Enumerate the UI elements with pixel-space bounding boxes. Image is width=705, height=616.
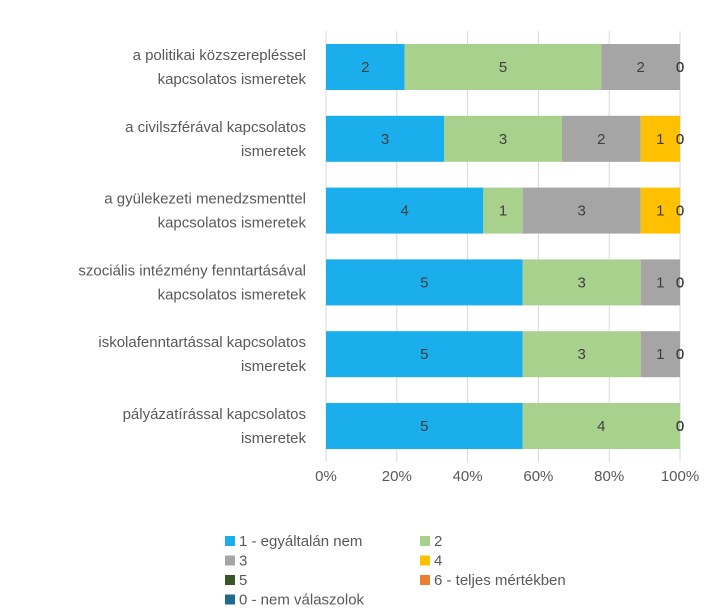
category-label: a politikai közszerepléssel (133, 47, 306, 64)
data-label: 0 (676, 59, 684, 76)
data-label: 3 (499, 131, 507, 148)
data-label: 0 (676, 131, 684, 148)
bar-segment (601, 44, 680, 90)
legend-label: 6 - teljes mértékben (434, 572, 566, 589)
category-label: szociális intézmény fenntartásával (78, 262, 306, 279)
data-label: 2 (636, 59, 644, 76)
data-label: 0 (676, 346, 684, 363)
legend-swatch (420, 536, 430, 546)
data-label: 2 (597, 131, 605, 148)
category-label: a civilszférával kapcsolatos (125, 119, 306, 136)
bar-segment (483, 187, 523, 234)
bar-segment (326, 259, 523, 306)
data-label: 0 (676, 131, 684, 148)
x-tick-label: 0% (315, 468, 337, 485)
data-label: 0 (676, 131, 684, 148)
data-label: 1 (499, 203, 507, 220)
category-label: a gyülekezeti menedzsmenttel (104, 191, 306, 208)
category-label: ismeretek (241, 143, 307, 160)
x-tick-label: 60% (523, 468, 553, 485)
legend-label: 2 (434, 533, 442, 550)
bar-segment (522, 259, 641, 306)
data-label: 3 (577, 274, 585, 291)
data-label: 0 (676, 274, 684, 291)
bar-segment (326, 403, 523, 449)
category-label: kapcsolatos ismeretek (158, 215, 307, 232)
x-tick-label: 40% (453, 468, 483, 485)
bar-segment (640, 331, 680, 378)
data-label: 1 (656, 274, 664, 291)
category-label: ismeretek (241, 430, 307, 447)
legend-label: 5 (239, 572, 247, 589)
data-label: 5 (420, 346, 428, 363)
bar-segment (522, 187, 641, 234)
data-label: 5 (499, 59, 507, 76)
bar-segment (562, 115, 641, 162)
bar-segment (444, 115, 562, 162)
legend-swatch (420, 575, 430, 585)
x-tick-label: 100% (661, 468, 699, 485)
data-label: 0 (676, 418, 684, 435)
bar-segment (522, 331, 641, 378)
legend-label: 1 - egyáltalán nem (239, 533, 362, 550)
data-label: 4 (597, 418, 605, 435)
bar-segment (640, 259, 680, 306)
data-label: 0 (676, 418, 684, 435)
data-label: 0 (676, 418, 684, 435)
data-label: 3 (577, 346, 585, 363)
data-label: 0 (676, 203, 684, 220)
category-label: ismeretek (241, 358, 307, 375)
category-label: iskolafenntartással kapcsolatos (98, 334, 306, 351)
data-label: 0 (676, 203, 684, 220)
category-label: pályázatírással kapcsolatos (123, 406, 306, 423)
legend-swatch (225, 594, 235, 605)
data-label: 0 (676, 59, 684, 76)
x-tick-label: 20% (382, 468, 412, 485)
data-label: 4 (400, 203, 408, 220)
data-label: 0 (676, 346, 684, 363)
data-label: 5 (420, 274, 428, 291)
data-label: 0 (676, 418, 684, 435)
bar-segment (640, 187, 680, 234)
data-label: 0 (676, 203, 684, 220)
bar-segment (640, 115, 680, 162)
data-label: 2 (361, 59, 369, 76)
category-label: kapcsolatos ismeretek (158, 71, 307, 88)
bar-segment (326, 187, 484, 234)
category-label: kapcsolatos ismeretek (158, 286, 307, 303)
data-label: 5 (420, 418, 428, 435)
bar-segment (404, 44, 602, 90)
data-label: 3 (381, 131, 389, 148)
bar-segment (326, 331, 523, 378)
data-label: 0 (676, 274, 684, 291)
bar-segment (522, 403, 680, 449)
x-tick-label: 80% (594, 468, 624, 485)
data-label: 1 (656, 131, 664, 148)
data-label: 1 (656, 346, 664, 363)
data-label: 0 (676, 274, 684, 291)
data-label: 0 (676, 418, 684, 435)
data-label: 0 (676, 59, 684, 76)
legend-swatch (225, 575, 235, 585)
data-label: 0 (676, 346, 684, 363)
legend-label: 0 - nem válaszolok (239, 591, 365, 608)
legend-swatch (225, 555, 235, 566)
legend-label: 3 (239, 552, 247, 569)
bar-segment (326, 115, 444, 162)
legend-swatch (225, 536, 235, 546)
bar-segment (326, 44, 405, 90)
data-label: 1 (656, 203, 664, 220)
data-label: 0 (676, 346, 684, 363)
data-label: 3 (577, 203, 585, 220)
legend-swatch (420, 555, 430, 566)
data-label: 0 (676, 274, 684, 291)
legend-label: 4 (434, 552, 442, 569)
data-label: 0 (676, 59, 684, 76)
